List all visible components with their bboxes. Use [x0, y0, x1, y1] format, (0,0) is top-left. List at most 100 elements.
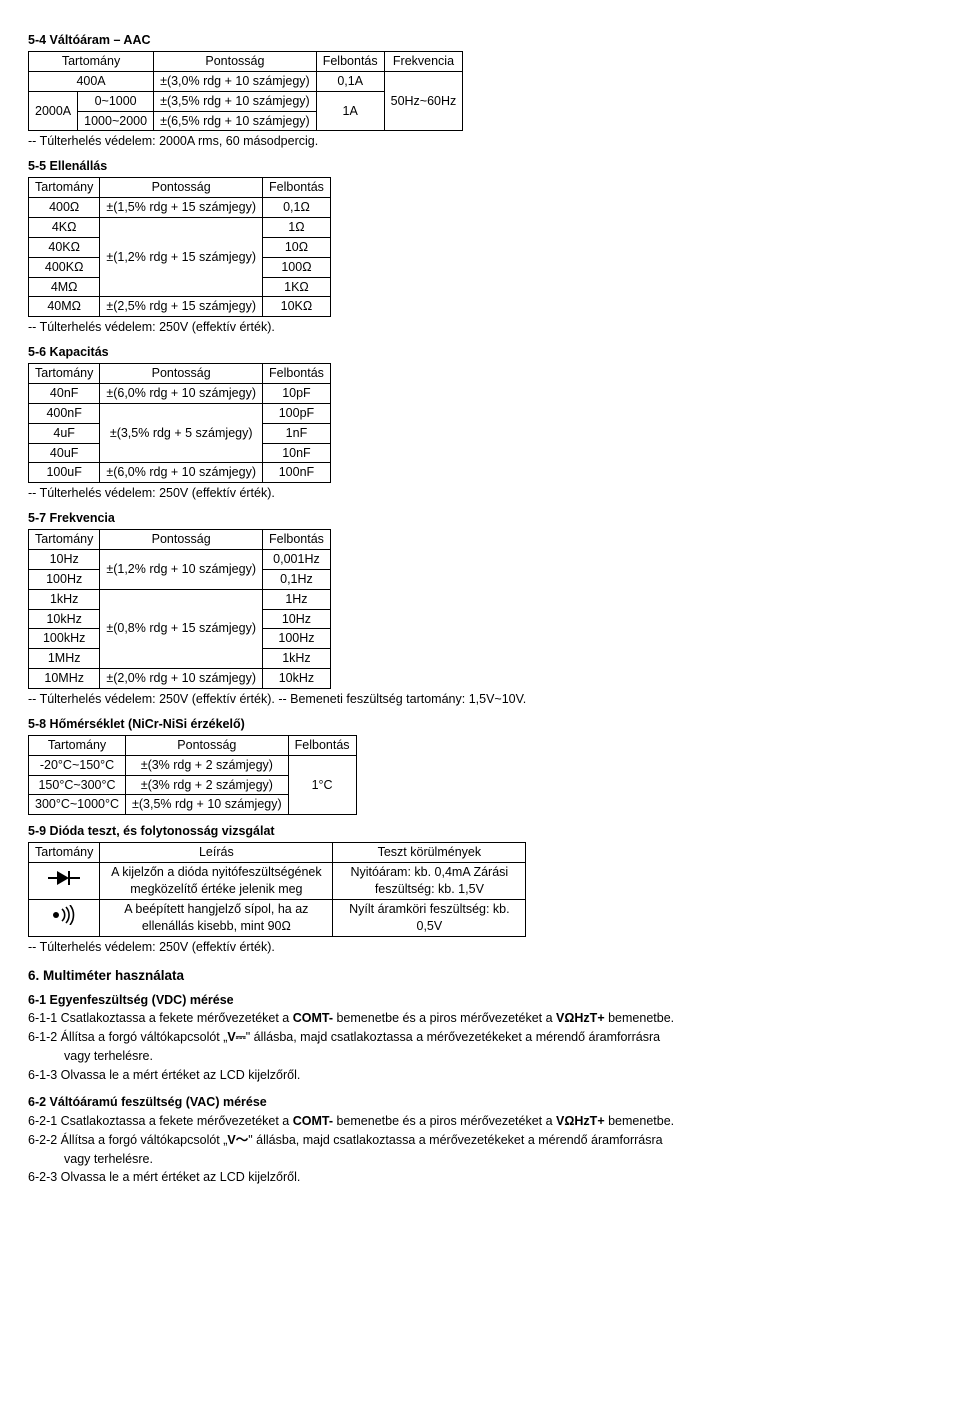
td: 10Hz	[263, 609, 331, 629]
td: 10kHz	[29, 609, 100, 629]
td: 40MΩ	[29, 297, 100, 317]
td: 10pF	[263, 383, 331, 403]
table-5-9: Tartomány Leírás Teszt körülmények A kij…	[28, 842, 526, 936]
td: ±(6,5% rdg + 10 számjegy)	[154, 111, 317, 131]
table-5-8: Tartomány Pontosság Felbontás -20°C~150°…	[28, 735, 357, 816]
table-5-5: Tartomány Pontosság Felbontás 400Ω ±(1,5…	[28, 177, 331, 317]
th-range: Tartomány	[29, 51, 154, 71]
text: bemenetbe.	[605, 1011, 675, 1025]
th-res: Felbontás	[263, 530, 331, 550]
line-6-2-2: 6-2-2 Állítsa a forgó váltókapcsolót „V〜…	[28, 1132, 932, 1149]
section-5-8-title: 5-8 Hőmérséklet (NiCr-NiSi érzékelő)	[28, 716, 932, 733]
th-acc: Pontosság	[100, 178, 263, 198]
td: 100nF	[263, 463, 331, 483]
td: Nyílt áramköri feszültség: kb. 0,5V	[333, 899, 526, 936]
section-5-9-title: 5-9 Dióda teszt, és folytonosság vizsgál…	[28, 823, 932, 840]
line-6-1-2-sub: vagy terhelésre.	[64, 1048, 932, 1065]
td: 1KΩ	[263, 277, 331, 297]
td: 4MΩ	[29, 277, 100, 297]
td: 400nF	[29, 403, 100, 423]
td: 1nF	[263, 423, 331, 443]
th-res: Felbontás	[263, 364, 331, 384]
text: 6-1-2 Állítsa a forgó váltókapcsolót „	[28, 1030, 227, 1044]
bold-text: COMT-	[293, 1114, 333, 1128]
line-6-2-3: 6-2-3 Olvassa le a mért értéket az LCD k…	[28, 1169, 932, 1186]
th-cond: Teszt körülmények	[333, 843, 526, 863]
section-5-6-title: 5-6 Kapacitás	[28, 344, 932, 361]
line-6-1-3: 6-1-3 Olvassa le a mért értéket az LCD k…	[28, 1067, 932, 1084]
td: ±(6,0% rdg + 10 számjegy)	[100, 383, 263, 403]
td: ±(2,5% rdg + 15 számjegy)	[100, 297, 263, 317]
td: 40nF	[29, 383, 100, 403]
th-range: Tartomány	[29, 364, 100, 384]
th-acc: Pontosság	[126, 735, 289, 755]
section-6-title: 6. Multiméter használata	[28, 967, 932, 985]
td: 0~1000	[78, 91, 154, 111]
th-range: Tartomány	[29, 735, 126, 755]
td: 1MHz	[29, 649, 100, 669]
text: bemenetbe és a piros mérővezetéket a	[333, 1011, 556, 1025]
th-res: Felbontás	[288, 735, 356, 755]
td: 0,1Hz	[263, 569, 331, 589]
td: 100kHz	[29, 629, 100, 649]
th-freq: Frekvencia	[384, 51, 463, 71]
th-range: Tartomány	[29, 530, 100, 550]
section-6-1: 6-1 Egyenfeszültség (VDC) mérése 6-1-1 C…	[28, 992, 932, 1084]
td: 100pF	[263, 403, 331, 423]
bold-text: COMT-	[293, 1011, 333, 1025]
td: 4uF	[29, 423, 100, 443]
td: ±(6,0% rdg + 10 számjegy)	[100, 463, 263, 483]
line-6-1-2: 6-1-2 Állítsa a forgó váltókapcsolót „V⎓…	[28, 1029, 932, 1046]
table-5-6: Tartomány Pontosság Felbontás 40nF ±(6,0…	[28, 363, 331, 483]
td: ±(3,5% rdg + 10 számjegy)	[126, 795, 289, 815]
table-5-7: Tartomány Pontosság Felbontás 10Hz ±(1,2…	[28, 529, 331, 689]
td: 100uF	[29, 463, 100, 483]
td: ±(3,5% rdg + 10 számjegy)	[154, 91, 317, 111]
text: " állásba, majd csatlakoztassa a mérővez…	[246, 1030, 660, 1044]
td: ±(2,0% rdg + 10 számjegy)	[100, 669, 263, 689]
td: Nyitóáram: kb. 0,4mA Zárási feszültség: …	[333, 863, 526, 900]
td: 400Ω	[29, 198, 100, 218]
section-5-7-title: 5-7 Frekvencia	[28, 510, 932, 527]
text: 6-2-2 Állítsa a forgó váltókapcsolót „	[28, 1133, 227, 1147]
th-res: Felbontás	[316, 51, 384, 71]
text: " állásba, majd csatlakoztassa a mérővez…	[248, 1133, 662, 1147]
td: 2000A	[29, 91, 78, 131]
td: A kijelzőn a dióda nyitófeszültségének m…	[100, 863, 333, 900]
td: 10Hz	[29, 549, 100, 569]
td: ±(3% rdg + 2 számjegy)	[126, 775, 289, 795]
td: 1°C	[288, 755, 356, 815]
text: 6-1-1 Csatlakoztassa a fekete mérővezeté…	[28, 1011, 293, 1025]
td: ±(3% rdg + 2 számjegy)	[126, 755, 289, 775]
td: ±(1,2% rdg + 10 számjegy)	[100, 549, 263, 589]
note-5-7: -- Túlterhelés védelem: 250V (effektív é…	[28, 691, 932, 708]
text: 6-2-1 Csatlakoztassa a fekete mérővezeté…	[28, 1114, 293, 1128]
td: -20°C~150°C	[29, 755, 126, 775]
section-6-2-title: 6-2 Váltóáramú feszültség (VAC) mérése	[28, 1094, 932, 1111]
bold-text: VΩHzT+	[556, 1011, 605, 1025]
section-6-1-title: 6-1 Egyenfeszültség (VDC) mérése	[28, 992, 932, 1009]
line-6-2-2-sub: vagy terhelésre.	[64, 1151, 932, 1168]
td: 50Hz~60Hz	[384, 71, 463, 131]
td: 100Hz	[263, 629, 331, 649]
td: 0,001Hz	[263, 549, 331, 569]
th-acc: Pontosság	[100, 364, 263, 384]
td: 40uF	[29, 443, 100, 463]
td: 1kHz	[29, 589, 100, 609]
td: 1Ω	[263, 217, 331, 237]
td: 1000~2000	[78, 111, 154, 131]
td: A beépített hangjelző sípol, ha az ellen…	[100, 899, 333, 936]
td: 300°C~1000°C	[29, 795, 126, 815]
th-desc: Leírás	[100, 843, 333, 863]
td: ±(3,5% rdg + 5 számjegy)	[100, 403, 263, 463]
td: 10KΩ	[263, 297, 331, 317]
th-acc: Pontosság	[154, 51, 317, 71]
note-5-4: -- Túlterhelés védelem: 2000A rms, 60 má…	[28, 133, 932, 150]
td: ±(1,2% rdg + 15 számjegy)	[100, 217, 263, 297]
td: 150°C~300°C	[29, 775, 126, 795]
note-5-6: -- Túlterhelés védelem: 250V (effektív é…	[28, 485, 932, 502]
text: bemenetbe.	[605, 1114, 675, 1128]
line-6-1-1: 6-1-1 Csatlakoztassa a fekete mérővezeté…	[28, 1010, 932, 1027]
section-6-2: 6-2 Váltóáramú feszültség (VAC) mérése 6…	[28, 1094, 932, 1186]
td: 10kHz	[263, 669, 331, 689]
